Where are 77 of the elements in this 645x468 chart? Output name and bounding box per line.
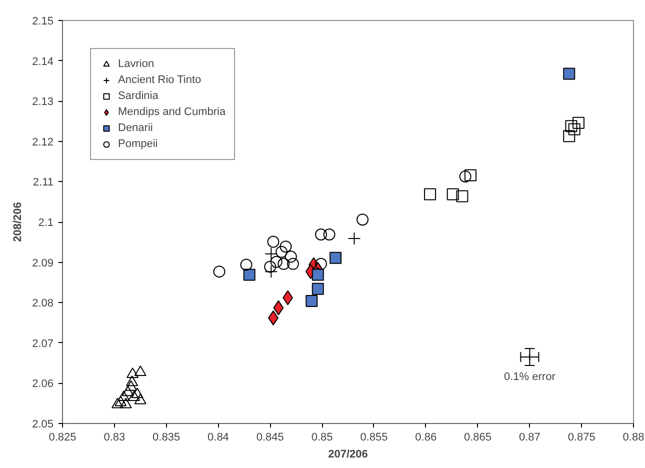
point [284, 250, 297, 263]
point [456, 190, 468, 202]
legend-label: Ancient Rio Tinto [118, 73, 202, 87]
point [312, 282, 324, 295]
y-tick-label: 2.06 [32, 378, 54, 390]
y-tick-label: 2.08 [32, 298, 54, 310]
point [267, 236, 280, 248]
point [356, 214, 369, 226]
point [280, 240, 292, 253]
point [126, 367, 139, 378]
x-tick-label: 0.87 [518, 432, 540, 444]
x-tick-label: 0.825 [48, 432, 76, 444]
point [276, 246, 288, 258]
x-tick-label: 0.88 [622, 432, 644, 444]
legend-label: Denarii [118, 121, 153, 135]
x-tick-label: 0.83 [104, 432, 126, 444]
point [118, 390, 130, 401]
point [330, 252, 342, 264]
legend-label: Lavrion [118, 57, 154, 71]
point [122, 386, 134, 396]
x-tick-label: 0.85 [311, 432, 333, 444]
point [572, 116, 584, 129]
point [563, 68, 576, 80]
y-tick-label: 2.11 [32, 176, 54, 189]
x-tick-label: 0.84 [208, 432, 229, 444]
point [131, 388, 144, 398]
point [464, 169, 477, 182]
point [565, 120, 578, 132]
point [264, 247, 278, 260]
point [114, 396, 127, 406]
point [126, 376, 138, 386]
y-tick-label: 2.15 [32, 16, 54, 28]
point [424, 188, 436, 200]
point [264, 265, 278, 278]
x-tick-label: 0.875 [568, 432, 596, 444]
point [348, 232, 361, 246]
point [128, 390, 140, 401]
y-tick-label: 2.12 [32, 136, 54, 148]
point [323, 228, 336, 240]
x-tick-label: 0.855 [360, 432, 388, 444]
legend-label: Mendips and Cumbria [118, 105, 226, 119]
y-tick-label: 2.09 [32, 257, 54, 270]
point [563, 130, 576, 142]
point [568, 123, 580, 136]
point [278, 258, 290, 270]
y-tick-label: 2.05 [32, 418, 54, 430]
point [315, 258, 328, 270]
point [446, 188, 459, 200]
point [120, 398, 132, 408]
y-tick-label: 2.1 [38, 217, 54, 229]
point [213, 266, 226, 278]
point [112, 398, 124, 408]
point [270, 256, 282, 268]
annotation: 0.1% error [504, 371, 556, 384]
point [312, 268, 324, 281]
point [286, 258, 299, 270]
point [125, 380, 138, 391]
x-axis-title: 207/206 [328, 448, 368, 460]
x-tick-label: 0.845 [256, 432, 284, 444]
x-tick-label: 0.865 [464, 432, 492, 444]
legend-label: Pompeii [118, 137, 158, 151]
point [264, 260, 276, 273]
y-tick-label: 2.07 [32, 338, 54, 350]
y-tick-label: 2.14 [32, 56, 54, 68]
legend-label: Sardinia [118, 89, 158, 103]
point [273, 300, 284, 316]
point [134, 394, 146, 404]
point [459, 170, 472, 182]
point [306, 294, 318, 307]
y-axis-title: 208/206 [12, 202, 24, 242]
point [134, 365, 146, 376]
x-tick-label: 0.835 [152, 432, 180, 444]
x-tick-label: 0.86 [415, 432, 437, 444]
y-tick-label: 2.13 [32, 96, 54, 108]
point [240, 258, 252, 271]
point [315, 228, 328, 240]
point [243, 268, 256, 281]
